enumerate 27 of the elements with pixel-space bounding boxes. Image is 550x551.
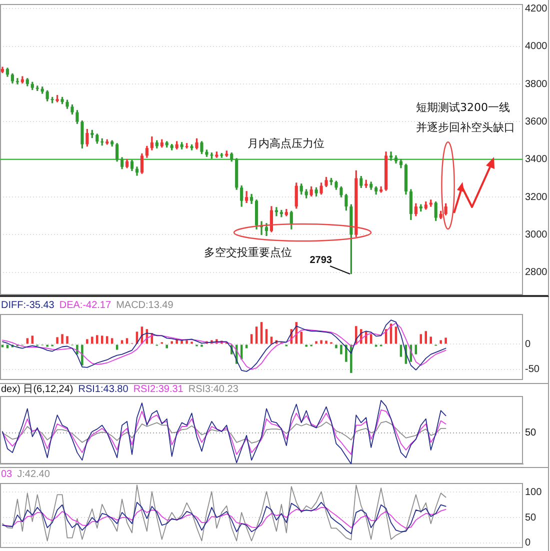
y-tick-label: 0 <box>525 538 531 549</box>
y-tick-label: 100 <box>525 486 542 498</box>
text: DIFF:-35.43 <box>1 300 54 311</box>
y-tick-label: 3200 <box>525 192 548 203</box>
y-tick-label: 3600 <box>525 116 548 128</box>
series-label: RSI1:43.80 <box>78 384 128 395</box>
chart-title: dex) 日(6,12,24) <box>1 384 74 395</box>
annotation: 多空交投重要点位 <box>204 246 292 259</box>
series-label: RSI2:39.31 <box>133 384 184 395</box>
y-tick-label: 3000 <box>525 229 548 240</box>
annotation: 2793 <box>310 254 332 266</box>
y-tick-label: 0 <box>525 338 531 350</box>
text: MACD:13.49 <box>116 300 174 311</box>
text: 03 <box>1 469 12 480</box>
series-label: J:42.40 <box>17 469 50 480</box>
y-tick-label: -50 <box>525 364 540 376</box>
y-tick-label: 50 <box>525 512 537 524</box>
y-tick-label: 2800 <box>525 267 548 278</box>
annotation: 短期测试3200一线 <box>416 100 510 114</box>
y-tick-label: 4000 <box>525 41 548 52</box>
text: RSI3:40.23 <box>188 384 238 395</box>
text: DEA:-42.17 <box>59 300 112 311</box>
y-tick-label: 3400 <box>525 154 548 166</box>
y-tick-label: 3800 <box>525 78 548 90</box>
annotation: 并逐步回补空头缺口 <box>416 120 515 134</box>
y-tick-label: 4200 <box>525 3 548 14</box>
ref-line-label: 月内高点压力位 <box>248 137 324 150</box>
